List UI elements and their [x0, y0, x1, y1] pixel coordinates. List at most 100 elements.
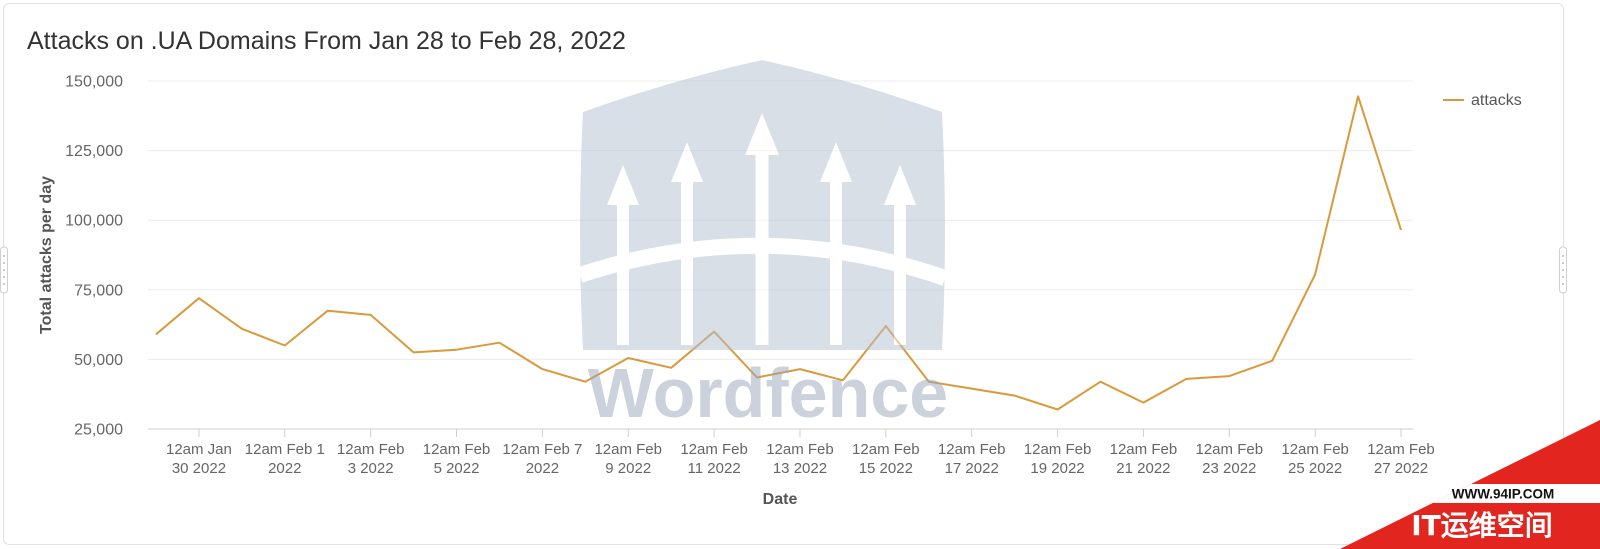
x-tick-label-line: 5 2022 — [434, 460, 480, 477]
x-tick-label-line: 12am Feb — [1024, 441, 1092, 458]
wordfence-logo-text: Wordfence — [588, 354, 948, 432]
x-tick-label: 12am Feb 15 2022 — [852, 441, 920, 477]
data-point[interactable] — [237, 324, 247, 334]
corner-site-url: WWW.94IP.COM — [1452, 487, 1555, 502]
x-tick-label: 12am Jan 30 2022 — [166, 441, 232, 477]
arc-icon — [577, 237, 948, 286]
x-tick-label-line: 9 2022 — [605, 460, 651, 477]
data-point[interactable] — [1138, 398, 1148, 408]
x-tick-label-line: 12am Feb — [852, 441, 920, 458]
x-tick-label-line: 15 2022 — [859, 460, 913, 477]
x-tick-label: 12am Feb 17 2022 — [938, 441, 1006, 477]
y-tick-label: 150,000 — [65, 74, 123, 91]
x-tick-label-line: 12am Jan — [166, 441, 232, 458]
x-tick-label-line: 3 2022 — [348, 460, 394, 477]
arrow-head — [745, 113, 779, 155]
data-point[interactable] — [366, 310, 376, 320]
series-line-attacks — [155, 95, 1402, 411]
data-point[interactable] — [1096, 377, 1106, 387]
x-tick-label-line: 23 2022 — [1202, 460, 1256, 477]
x-axis: 12am Jan 30 2022 12am Feb 1 2022 12am Feb 3 2… — [148, 428, 1435, 477]
x-tick-label: 12am Feb 23 2022 — [1196, 441, 1264, 477]
y-axis-title: Total attacks per day — [38, 176, 55, 334]
legend-label: attacks — [1471, 92, 1522, 109]
data-point[interactable] — [1267, 356, 1277, 366]
x-tick-label: 12am Feb 7 2022 — [502, 441, 582, 477]
arrow-shaft — [894, 203, 906, 345]
y-axis: 25,000 50,000 75,000 100,000 125,000 150,000 — [65, 74, 123, 439]
resize-handle-left[interactable] — [0, 246, 8, 294]
data-point[interactable] — [280, 341, 290, 351]
corner-site-name: IT运维空间 — [1411, 509, 1553, 542]
y-tick-label: 100,000 — [65, 213, 123, 230]
x-tick-label-line: 12am Feb 7 — [502, 441, 582, 458]
x-tick-label: 12am Feb 21 2022 — [1110, 441, 1178, 477]
x-tick-label-line: 12am Feb — [337, 441, 405, 458]
x-tick-label-line: 12am Feb — [423, 441, 491, 458]
x-axis-title: Date — [763, 491, 798, 508]
data-point[interactable] — [494, 338, 504, 348]
legend: attacks — [1443, 92, 1522, 109]
x-tick-label-line: 12am Feb — [1110, 441, 1178, 458]
x-tick-label-line: 12am Feb 1 — [245, 441, 325, 458]
arrow-head — [607, 165, 639, 205]
y-tick-label: 75,000 — [74, 282, 123, 299]
data-point[interactable] — [967, 384, 977, 394]
data-point[interactable] — [452, 345, 462, 355]
x-tick-label: 12am Feb 13 2022 — [766, 441, 834, 477]
wordfence-watermark: Wordfence — [577, 60, 948, 432]
data-point[interactable] — [194, 293, 204, 303]
x-tick-label: 12am Feb 1 2022 — [245, 441, 325, 477]
x-tick-label: 12am Feb 9 2022 — [594, 441, 662, 477]
arrow-head — [884, 165, 916, 205]
arrow-shaft — [830, 180, 842, 345]
x-tick-label-line: 27 2022 — [1374, 460, 1428, 477]
chart-title: Attacks on .UA Domains From Jan 28 to Fe… — [27, 27, 626, 55]
x-tick-label: 12am Feb 3 2022 — [337, 441, 405, 477]
x-tick-label-line: 30 2022 — [172, 460, 226, 477]
x-tick-label-line: 12am Feb — [1367, 441, 1435, 458]
data-point[interactable] — [1224, 371, 1234, 381]
x-tick-label: 12am Feb 27 2022 — [1367, 441, 1435, 477]
data-point[interactable] — [409, 347, 419, 357]
x-tick-label-line: 12am Feb — [594, 441, 662, 458]
resize-handle-right[interactable] — [1559, 246, 1567, 294]
data-point[interactable] — [1053, 405, 1063, 415]
y-tick-label: 25,000 — [74, 422, 123, 439]
data-point[interactable] — [537, 364, 547, 374]
arrow-shaft — [681, 180, 693, 345]
plot-series — [151, 91, 1406, 415]
data-point[interactable] — [151, 329, 161, 339]
data-point[interactable] — [1396, 225, 1406, 235]
data-point[interactable] — [323, 306, 333, 316]
y-tick-label: 125,000 — [65, 143, 123, 160]
x-tick-label-line: 25 2022 — [1288, 460, 1342, 477]
x-tick-label: 12am Feb 11 2022 — [680, 441, 748, 477]
arrows-icon — [607, 113, 916, 345]
x-tick-label-line: 2022 — [268, 460, 301, 477]
x-tick-label-line: 17 2022 — [945, 460, 999, 477]
data-point[interactable] — [1181, 374, 1191, 384]
arrow-head — [820, 142, 852, 182]
x-tick-label-line: 12am Feb — [766, 441, 834, 458]
grip-dots-icon — [3, 255, 5, 285]
x-tick-label: 12am Feb 19 2022 — [1024, 441, 1092, 477]
data-point[interactable] — [1010, 391, 1020, 401]
x-tick-label-line: 12am Feb — [680, 441, 748, 458]
legend-item-attacks[interactable]: attacks — [1443, 92, 1522, 109]
arrow-shaft — [617, 203, 629, 345]
data-point[interactable] — [1353, 91, 1363, 101]
data-point[interactable] — [1310, 270, 1320, 280]
x-tick-label-line: 19 2022 — [1030, 460, 1084, 477]
x-tick-label-line: 2022 — [526, 460, 559, 477]
x-tick-label-line: 12am Feb — [938, 441, 1006, 458]
grip-dots-icon — [1562, 255, 1564, 285]
x-tick-label-line: 13 2022 — [773, 460, 827, 477]
x-tick-label-line: 12am Feb — [1281, 441, 1349, 458]
x-tick-label: 12am Feb 5 2022 — [423, 441, 491, 477]
x-tick-label-line: 21 2022 — [1116, 460, 1170, 477]
x-tick-label: 12am Feb 25 2022 — [1281, 441, 1349, 477]
y-tick-label: 50,000 — [74, 352, 123, 369]
x-tick-label-line: 12am Feb — [1196, 441, 1264, 458]
